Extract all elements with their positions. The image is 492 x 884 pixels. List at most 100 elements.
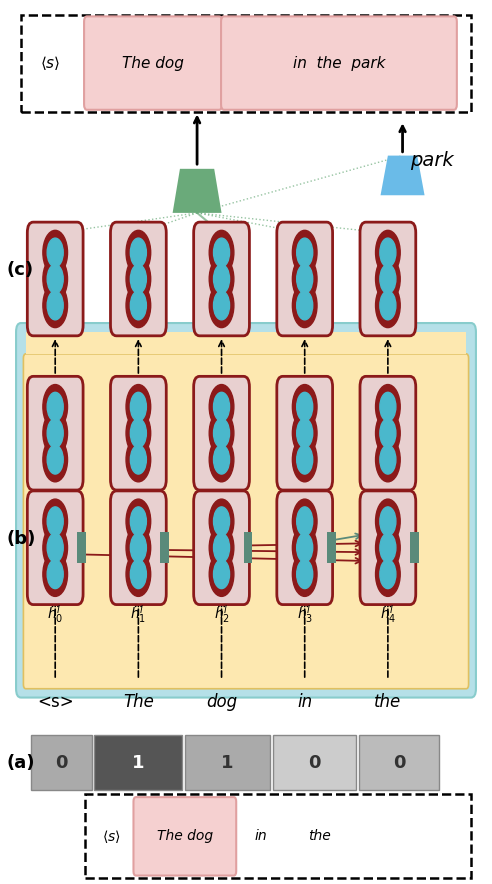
FancyBboxPatch shape bbox=[28, 222, 83, 336]
FancyBboxPatch shape bbox=[28, 491, 83, 605]
Circle shape bbox=[292, 385, 317, 429]
Circle shape bbox=[292, 526, 317, 570]
FancyBboxPatch shape bbox=[360, 491, 416, 605]
Circle shape bbox=[130, 419, 147, 447]
Circle shape bbox=[380, 291, 396, 320]
Text: $h_1^l$: $h_1^l$ bbox=[130, 603, 147, 625]
Text: in  the  park: in the park bbox=[293, 56, 385, 71]
Circle shape bbox=[292, 552, 317, 597]
Circle shape bbox=[47, 533, 63, 562]
FancyBboxPatch shape bbox=[277, 377, 333, 490]
FancyBboxPatch shape bbox=[277, 222, 333, 336]
Circle shape bbox=[126, 231, 151, 275]
Circle shape bbox=[209, 385, 234, 429]
Circle shape bbox=[126, 552, 151, 597]
Circle shape bbox=[130, 533, 147, 562]
Circle shape bbox=[130, 560, 147, 589]
Text: the: the bbox=[374, 693, 401, 711]
Circle shape bbox=[209, 231, 234, 275]
Circle shape bbox=[380, 560, 396, 589]
Circle shape bbox=[292, 499, 317, 544]
Circle shape bbox=[292, 438, 317, 482]
Circle shape bbox=[43, 438, 67, 482]
Circle shape bbox=[297, 238, 313, 267]
Circle shape bbox=[375, 256, 400, 301]
Circle shape bbox=[47, 446, 63, 474]
Circle shape bbox=[297, 560, 313, 589]
Text: in: in bbox=[297, 693, 312, 711]
Circle shape bbox=[297, 264, 313, 293]
FancyBboxPatch shape bbox=[94, 735, 183, 790]
Text: $h_4^l$: $h_4^l$ bbox=[380, 603, 396, 625]
Text: The: The bbox=[123, 693, 154, 711]
FancyBboxPatch shape bbox=[16, 323, 476, 697]
FancyBboxPatch shape bbox=[111, 222, 166, 336]
FancyBboxPatch shape bbox=[111, 491, 166, 605]
Text: $\langle s \rangle$: $\langle s \rangle$ bbox=[40, 54, 61, 72]
Circle shape bbox=[130, 238, 147, 267]
Circle shape bbox=[130, 446, 147, 474]
Circle shape bbox=[47, 264, 63, 293]
Circle shape bbox=[214, 264, 230, 293]
Circle shape bbox=[130, 264, 147, 293]
Circle shape bbox=[126, 499, 151, 544]
Circle shape bbox=[209, 438, 234, 482]
FancyBboxPatch shape bbox=[194, 222, 249, 336]
Text: 1: 1 bbox=[221, 754, 234, 772]
FancyBboxPatch shape bbox=[84, 17, 222, 110]
Circle shape bbox=[43, 552, 67, 597]
Circle shape bbox=[380, 238, 396, 267]
FancyBboxPatch shape bbox=[359, 735, 439, 790]
Circle shape bbox=[126, 256, 151, 301]
Text: $\langle s \rangle$: $\langle s \rangle$ bbox=[102, 827, 121, 845]
Circle shape bbox=[375, 231, 400, 275]
Circle shape bbox=[380, 264, 396, 293]
Circle shape bbox=[375, 385, 400, 429]
Text: in: in bbox=[254, 829, 267, 843]
Circle shape bbox=[297, 392, 313, 421]
Circle shape bbox=[126, 283, 151, 328]
Circle shape bbox=[214, 392, 230, 421]
Circle shape bbox=[297, 446, 313, 474]
Circle shape bbox=[375, 499, 400, 544]
Circle shape bbox=[209, 526, 234, 570]
Circle shape bbox=[297, 419, 313, 447]
FancyBboxPatch shape bbox=[31, 735, 92, 790]
Circle shape bbox=[380, 446, 396, 474]
Circle shape bbox=[292, 411, 317, 455]
Circle shape bbox=[375, 552, 400, 597]
FancyBboxPatch shape bbox=[77, 532, 86, 563]
Circle shape bbox=[375, 438, 400, 482]
FancyBboxPatch shape bbox=[21, 15, 471, 111]
Circle shape bbox=[209, 411, 234, 455]
Circle shape bbox=[380, 392, 396, 421]
Text: (b): (b) bbox=[6, 530, 35, 548]
FancyBboxPatch shape bbox=[327, 532, 336, 563]
Circle shape bbox=[47, 238, 63, 267]
FancyBboxPatch shape bbox=[24, 354, 468, 689]
Text: $h_3^l$: $h_3^l$ bbox=[297, 603, 313, 625]
Circle shape bbox=[292, 256, 317, 301]
FancyBboxPatch shape bbox=[221, 17, 457, 110]
Circle shape bbox=[43, 283, 67, 328]
Circle shape bbox=[43, 385, 67, 429]
Text: the: the bbox=[308, 829, 331, 843]
Circle shape bbox=[47, 507, 63, 536]
Circle shape bbox=[43, 411, 67, 455]
Text: 0: 0 bbox=[308, 754, 321, 772]
Circle shape bbox=[47, 392, 63, 421]
Text: The dog: The dog bbox=[157, 829, 213, 843]
Circle shape bbox=[214, 419, 230, 447]
Circle shape bbox=[375, 411, 400, 455]
FancyBboxPatch shape bbox=[28, 377, 83, 490]
Text: (a): (a) bbox=[6, 754, 35, 772]
Text: $h_2^l$: $h_2^l$ bbox=[214, 603, 230, 625]
Text: dog: dog bbox=[206, 693, 237, 711]
Circle shape bbox=[380, 533, 396, 562]
FancyBboxPatch shape bbox=[26, 332, 466, 354]
Circle shape bbox=[292, 231, 317, 275]
FancyBboxPatch shape bbox=[277, 491, 333, 605]
Circle shape bbox=[130, 507, 147, 536]
Circle shape bbox=[375, 283, 400, 328]
Text: 0: 0 bbox=[393, 754, 405, 772]
